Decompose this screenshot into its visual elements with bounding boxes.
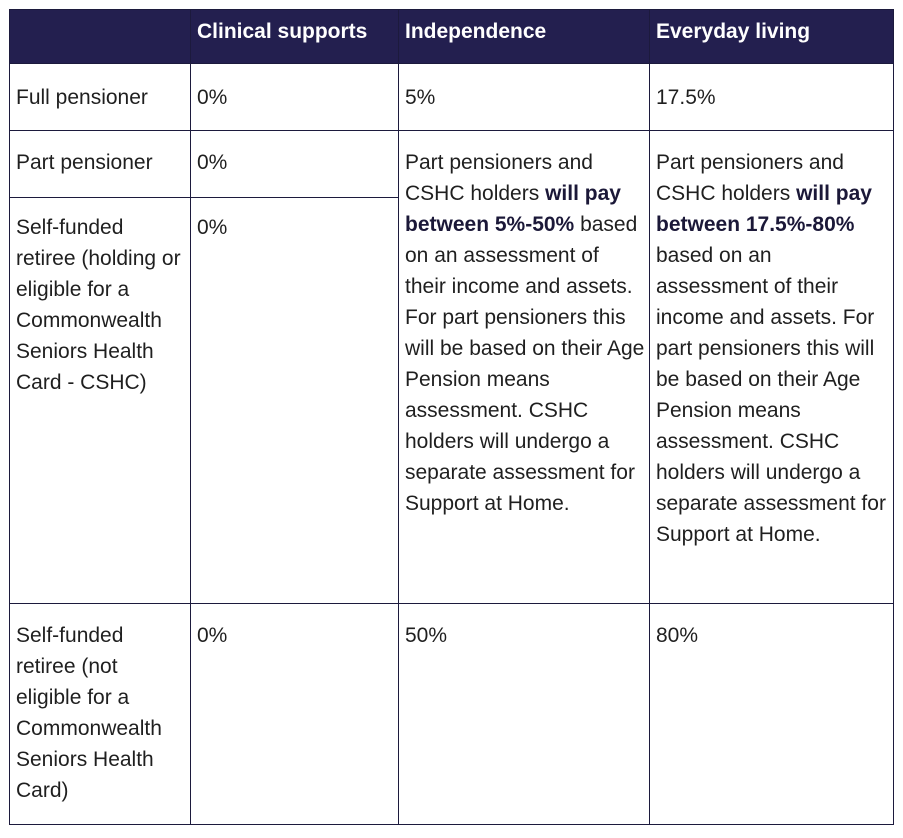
merged-everyday-bold: will pay between 17.5%-80% [656, 182, 872, 236]
clinical-value: 0% [190, 603, 399, 825]
independence-value: 5% [398, 63, 650, 131]
header-row: Clinical supports Independence Everyday … [9, 9, 894, 64]
header-clinical-supports: Clinical supports [190, 9, 399, 64]
table-header: Clinical supports Independence Everyday … [9, 9, 894, 64]
contribution-rates-table: Clinical supports Independence Everyday … [9, 9, 894, 825]
independence-value: 50% [398, 603, 650, 825]
table-row-full-pensioner: Full pensioner 0% 5% 17.5% [9, 63, 894, 131]
merged-everyday-post: based on an assessment of their income a… [656, 244, 886, 546]
merged-independence-post: based on an assessment of their income a… [405, 213, 645, 515]
table-row-self-funded-no-cshc: Self-funded retiree (not eligible for a … [9, 603, 894, 825]
merged-everyday-cell: Part pensioners and CSHC holders will pa… [649, 130, 894, 604]
merged-everyday-pre: Part pensioners and CSHC holders [656, 151, 844, 205]
row-label: Self-funded retiree (not eligible for a … [9, 603, 191, 825]
header-independence: Independence [398, 9, 650, 64]
table-row-self-funded-cshc: Self-funded retiree (holding or eligible… [9, 197, 894, 604]
row-label: Self-funded retiree (holding or eligible… [9, 197, 191, 604]
everyday-value: 80% [649, 603, 894, 825]
merged-independence-bold: will pay between 5%-50% [405, 182, 621, 236]
clinical-value: 0% [190, 63, 399, 131]
row-label: Part pensioner [9, 130, 191, 198]
clinical-value: 0% [190, 197, 399, 604]
merged-independence-pre: Part pensioners and CSHC holders [405, 151, 593, 205]
header-everyday-living: Everyday living [649, 9, 894, 64]
table-row-part-pensioner: Part pensioner 0% Part pensioners and CS… [9, 130, 894, 604]
row-label: Full pensioner [9, 63, 191, 131]
clinical-value: 0% [190, 130, 399, 198]
merged-independence-cell: Part pensioners and CSHC holders will pa… [398, 130, 650, 604]
header-cell-empty [9, 9, 191, 64]
everyday-value: 17.5% [649, 63, 894, 131]
table-body: Full pensioner 0% 5% 17.5% Part pensione… [9, 63, 894, 825]
